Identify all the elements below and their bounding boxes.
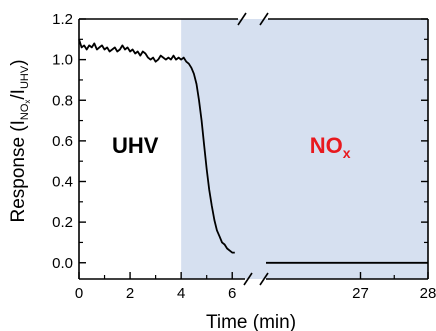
y-axis-title-prefix: Response (I xyxy=(8,120,29,222)
y-tick-label-0: 0.0 xyxy=(52,255,73,272)
region-label-0: UHV xyxy=(112,133,159,158)
annotations-group: UHV NOx xyxy=(112,133,351,161)
y-tick-label-5: 1.0 xyxy=(52,52,73,69)
y-tick-label-3: 0.6 xyxy=(52,133,73,150)
nox-shaded-region xyxy=(181,19,428,279)
axes-group: 0.0 0.2 0.4 0.6 0.8 1.0 1.2 0 2 4 6 27 28 xyxy=(52,11,436,302)
axis-break-mark-1 xyxy=(259,12,269,26)
region-label-text-1: NO xyxy=(310,133,343,158)
y-tick-label-1: 0.2 xyxy=(52,214,73,231)
y-axis-title-numerator-sub: NO xyxy=(19,103,31,120)
series-group xyxy=(78,39,428,264)
x-tick-label-0-2: 4 xyxy=(177,285,185,302)
region-label-1: NOx xyxy=(310,133,351,161)
axis-break-mark-3 xyxy=(259,272,269,286)
x-axis-title: Time (min) xyxy=(206,312,296,331)
y-axis-title-suffix: ) xyxy=(8,59,29,65)
x-tick-label-1-1: 28 xyxy=(420,285,436,302)
region-label-text-0: UHV xyxy=(112,133,159,158)
y-tick-label-2: 0.4 xyxy=(52,174,73,191)
y-axis-title-denominator-sub: UHV xyxy=(19,65,31,89)
y-tick-label-6: 1.2 xyxy=(52,11,73,28)
x-tick-label-1-0: 27 xyxy=(352,285,369,302)
x-tick-label-0-1: 2 xyxy=(126,285,134,302)
x-tick-label-0-0: 0 xyxy=(75,285,83,302)
series-line-0 xyxy=(78,39,235,254)
y-axis-title-numerator-subsub: x xyxy=(23,100,32,104)
y-axis-title-slash: /I xyxy=(8,89,29,100)
x-tick-label-0-3: 6 xyxy=(228,285,236,302)
axis-break-mark-0 xyxy=(237,12,247,26)
region-label-subscript-1: x xyxy=(343,145,351,161)
y-tick-label-4: 0.8 xyxy=(52,92,73,109)
shaded-region-rect xyxy=(181,19,428,279)
axis-break-mark-2 xyxy=(243,272,253,286)
y-axis-title: Response (INOx/IUHV) xyxy=(8,59,32,222)
